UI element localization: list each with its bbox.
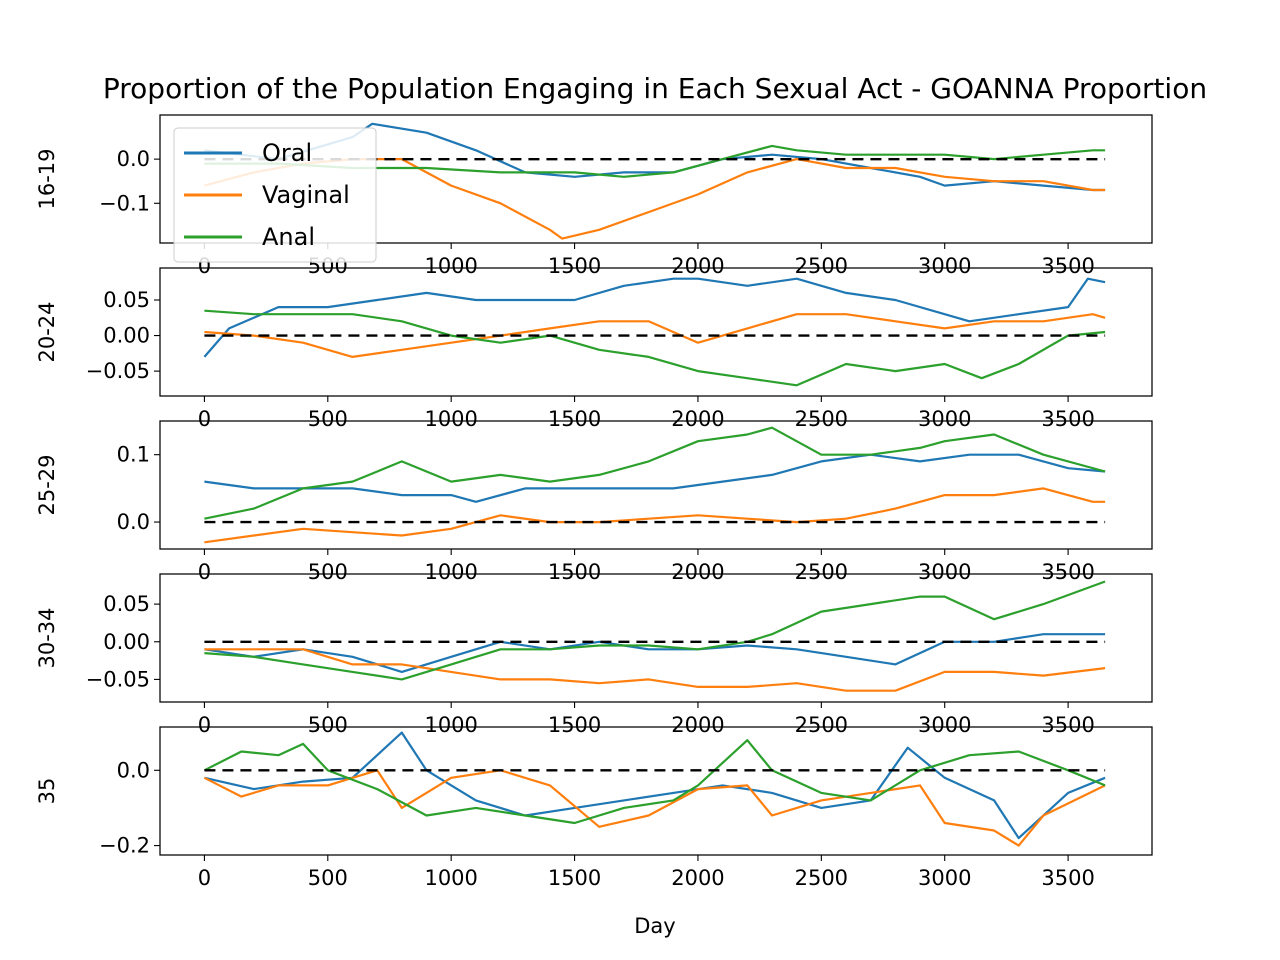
chart-title: Proportion of the Population Engaging in… [103,72,1207,105]
chart-panels: 0.0−0.10 500 1000 1500 2000 2500 3000 350016-19… [35,114,1153,890]
y-tick-label: 0.0 [117,510,150,534]
x-tick-label: 3000 [918,866,971,890]
axes-frame [159,420,1153,550]
x-tick-label: 2000 [671,560,724,584]
series-vaginal-line [203,769,1106,847]
legend: Oral Vaginal Anal [173,127,377,263]
axes-frame [159,573,1153,703]
y-tick-label: 0.05 [103,592,150,616]
x-tick-label: 1500 [548,254,601,278]
y-tick-label: −0.2 [99,834,150,858]
x-tick-label: 1000 [424,713,477,737]
x-tick-label: 0 [198,560,211,584]
panel-30-34: 0.05 0.00 −0.05 0 500 1000 1500 2000 2500 3000 350… [35,573,1153,737]
series-vaginal-line [204,313,1106,358]
x-tick-label: 1500 [548,866,601,890]
series-vaginal-line [204,487,1106,544]
x-tick-label: 1000 [424,407,477,431]
axes-frame [159,726,1153,856]
axes-frame [159,114,1153,244]
panel-20-24: 0.05 0.00 −0.05 0 500 1000 1500 2000 2500 3000 350… [35,267,1153,431]
x-tick-label: 2500 [795,254,848,278]
x-tick-label: 3000 [918,254,971,278]
y-tick-label: 0.00 [103,630,150,654]
y-tick-label: −0.1 [99,191,150,215]
series-anal-line [204,426,1106,520]
x-tick-label: 2000 [671,407,724,431]
x-tick-label: 3000 [918,407,971,431]
x-tick-label: 0 [198,407,211,431]
x-tick-label: 1000 [424,866,477,890]
series-anal-line [203,739,1106,825]
x-tick-label: 500 [308,407,348,431]
y-tick-label: −0.05 [86,359,150,383]
series-oral-line [204,453,1106,503]
x-tick-label: 1000 [424,560,477,584]
x-tick-label: 0 [198,866,211,890]
x-tick-label: 3500 [1041,713,1094,737]
panel-35: 0.0 −0.2 0 500 1000 1500 2000 2500 3000 3500 35 [35,726,1153,890]
y-tick-label: −0.05 [86,667,150,691]
x-tick-label: 1500 [548,560,601,584]
legend-label-oral: Oral [262,139,312,167]
series-oral-line [204,633,1106,674]
x-tick-label: 1500 [548,713,601,737]
x-tick-label: 3000 [918,713,971,737]
y-axis-label: 20-24 [35,301,59,362]
y-axis-label: 25-29 [35,454,59,515]
y-tick-label: 0.0 [117,147,150,171]
x-tick-label: 2500 [795,866,848,890]
panel-16-19: 0.0−0.10 500 1000 1500 2000 2500 3000 350016-19… [35,114,1153,278]
x-tick-label: 3500 [1041,254,1094,278]
series-anal-line [204,309,1106,387]
x-axis-label: Day [634,914,675,938]
x-tick-label: 1500 [548,407,601,431]
legend-label-anal: Anal [262,223,315,251]
series-oral-line [203,277,1106,358]
series-vaginal-line [204,648,1106,692]
axes-frame [159,267,1153,397]
x-tick-label: 500 [308,866,348,890]
x-tick-label: 2000 [671,254,724,278]
x-tick-label: 3000 [918,560,971,584]
series-oral-line [204,731,1106,840]
x-tick-label: 2500 [795,407,848,431]
x-tick-label: 2000 [671,866,724,890]
legend-label-vaginal: Vaginal [262,181,350,209]
series-anal-line [204,580,1106,681]
y-tick-label: 0.0 [117,758,150,782]
x-tick-label: 500 [308,713,348,737]
y-tick-label: 0.1 [117,443,150,467]
x-tick-label: 3500 [1041,866,1094,890]
y-axis-label: 35 [35,778,59,805]
x-tick-label: 3500 [1041,407,1094,431]
x-tick-label: 0 [198,713,211,737]
legend-box [173,127,377,263]
y-axis-label: 30-34 [35,607,59,668]
panel-25-29: 0.1 0.0 0 500 1000 1500 2000 2500 3000 3500 25-29 [35,420,1153,584]
y-tick-label: 0.00 [103,324,150,348]
x-tick-label: 2500 [795,713,848,737]
y-tick-label: 0.05 [103,288,150,312]
x-tick-label: 3500 [1041,560,1094,584]
x-tick-label: 2500 [795,560,848,584]
x-tick-label: 500 [308,560,348,584]
x-tick-label: 2000 [671,713,724,737]
x-tick-label: 1000 [424,254,477,278]
y-axis-label: 16-19 [35,148,59,209]
